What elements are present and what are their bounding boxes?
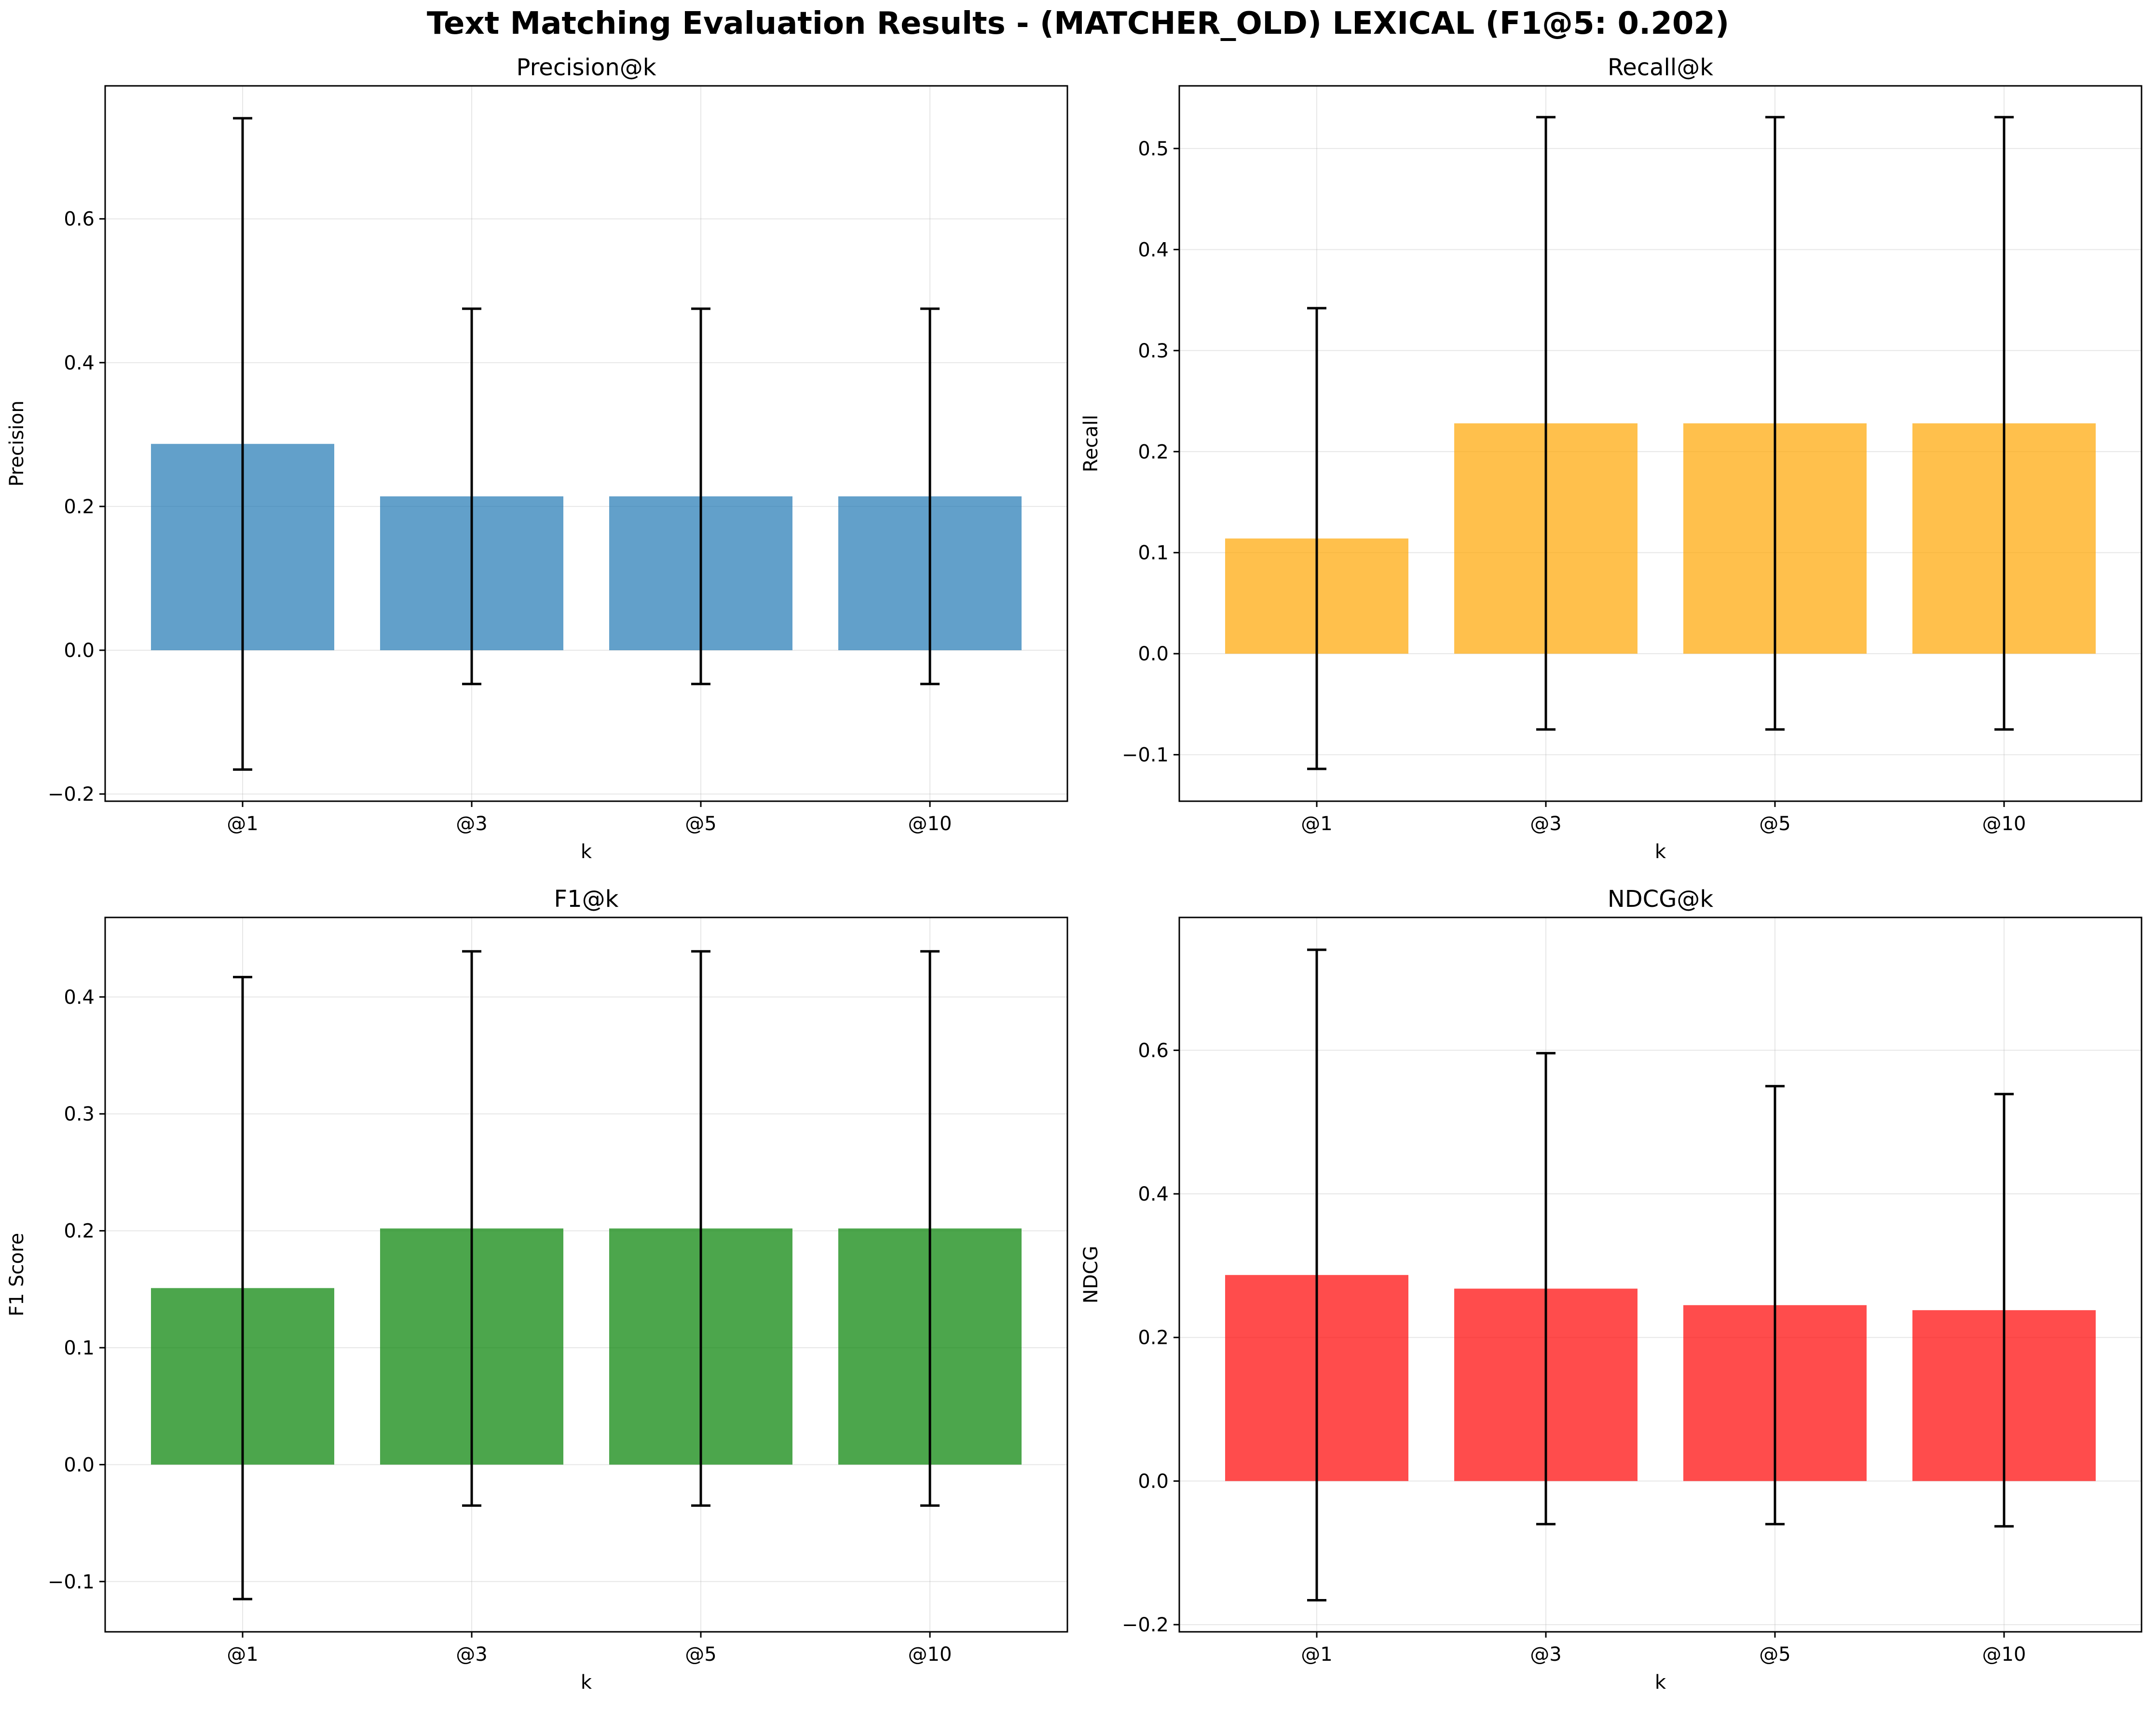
figure-title: Text Matching Evaluation Results - (MATC…	[426, 6, 1730, 41]
panel-1: −0.2 0.0 0.2 0.4 0.6 @1 @3 @5 @10 k Precision Preci…	[6, 54, 1068, 863]
panel-2: −0.1 0.0 0.1 0.2 0.3 0.4 0.5 @1 @3 @5 @10 k Recall Re…	[1080, 54, 2142, 863]
y-tick-label: 0.0	[64, 1454, 95, 1476]
y-tick-label: 0.5	[1138, 138, 1169, 160]
x-axis-label: k	[581, 1671, 592, 1694]
x-tick-label: @1	[1301, 813, 1332, 835]
x-tick-label: @10	[1982, 813, 2026, 835]
axes-frame	[104, 85, 1068, 802]
axes-frame	[1178, 85, 2142, 802]
y-tick-label: 0.3	[64, 1103, 95, 1125]
panel-title: Precision@k	[517, 54, 656, 81]
x-tick-label: @3	[1530, 1643, 1561, 1666]
x-tick-label: @1	[1301, 1643, 1332, 1666]
x-tick-label: @3	[456, 813, 487, 835]
x-tick-label: @5	[1759, 813, 1790, 835]
y-tick-label: 0.2	[64, 1220, 95, 1243]
y-axis-label: F1 Score	[6, 1233, 28, 1316]
panel-4: −0.2 0.0 0.2 0.4 0.6 @1 @3 @5 @10 k NDCG NDCG@k	[1080, 886, 2142, 1694]
y-tick-label: 0.4	[1138, 239, 1169, 261]
y-tick-label: 0.0	[1138, 643, 1169, 665]
panel-title: NDCG@k	[1608, 886, 1714, 913]
x-tick-label: @5	[685, 813, 716, 835]
y-tick-label: 0.0	[1138, 1470, 1169, 1492]
y-tick-label: 0.1	[64, 1337, 95, 1359]
y-tick-label: −0.2	[48, 783, 95, 806]
panel-3: −0.1 0.0 0.1 0.2 0.3 0.4 @1 @3 @5 @10 k F1 Score F1@…	[6, 886, 1068, 1694]
y-tick-label: 0.4	[1138, 1183, 1169, 1205]
x-axis-label: k	[1655, 841, 1666, 863]
y-tick-label: −0.1	[1122, 744, 1169, 766]
y-axis-label: Recall	[1080, 415, 1102, 472]
x-tick-label: @10	[908, 1643, 952, 1666]
y-tick-label: 0.4	[64, 986, 95, 1009]
x-axis-label: k	[581, 841, 592, 863]
x-tick-label: @1	[227, 1643, 258, 1666]
panel-title: F1@k	[554, 886, 619, 913]
y-tick-label: −0.2	[1122, 1614, 1169, 1636]
x-tick-label: @10	[908, 813, 952, 835]
y-tick-label: 0.2	[1138, 441, 1169, 463]
y-tick-label: 0.2	[1138, 1327, 1169, 1349]
y-tick-label: 0.1	[1138, 542, 1169, 564]
x-tick-label: @10	[1982, 1643, 2026, 1666]
y-tick-label: 0.3	[1138, 340, 1169, 362]
y-axis-label: NDCG	[1080, 1246, 1102, 1304]
x-tick-label: @5	[1759, 1643, 1790, 1666]
x-axis-label: k	[1655, 1671, 1666, 1694]
y-tick-label: 0.6	[1138, 1039, 1169, 1062]
x-tick-label: @1	[227, 813, 258, 835]
x-tick-label: @5	[685, 1643, 716, 1666]
y-axis-label: Precision	[6, 400, 28, 486]
axes-frame	[1178, 916, 2142, 1633]
y-tick-label: 0.2	[64, 496, 95, 518]
y-tick-label: −0.1	[48, 1571, 95, 1593]
axes-frame	[104, 916, 1068, 1633]
y-tick-label: 0.4	[64, 352, 95, 374]
panel-title: Recall@k	[1608, 54, 1713, 81]
y-tick-label: 0.0	[64, 640, 95, 662]
x-tick-label: @3	[1530, 813, 1561, 835]
y-tick-label: 0.6	[64, 208, 95, 231]
x-tick-label: @3	[456, 1643, 487, 1666]
